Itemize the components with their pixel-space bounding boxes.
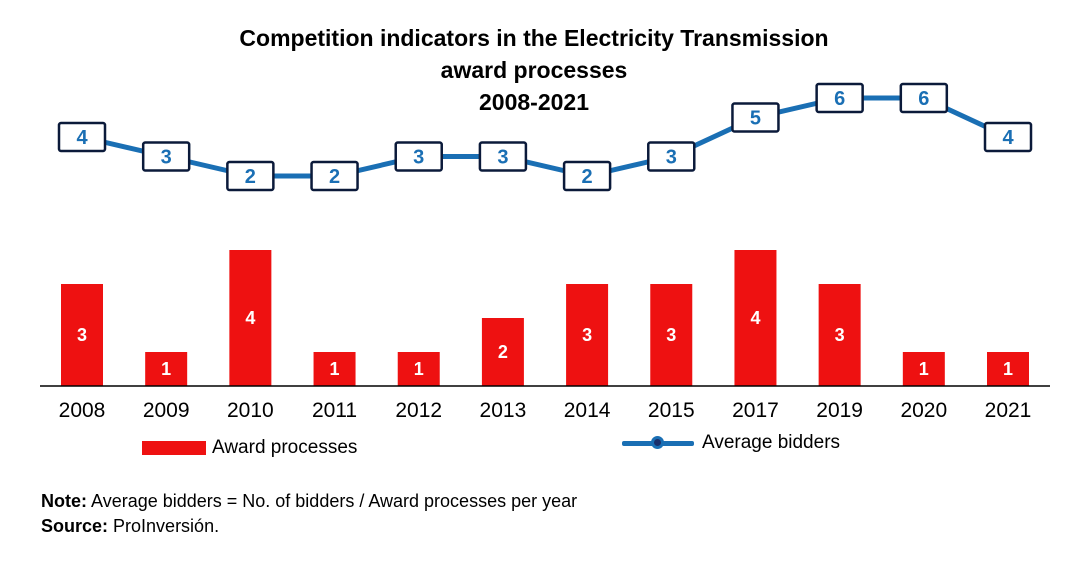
bar-2012 bbox=[397, 352, 440, 386]
bar-label-2014: 3 bbox=[582, 325, 592, 345]
note-text: Average bidders = No. of bidders / Award… bbox=[87, 491, 578, 511]
line-marker-2019 bbox=[815, 82, 864, 114]
x-tick-label-2010: 2010 bbox=[227, 399, 274, 422]
line-label-2014: 2 bbox=[582, 166, 593, 188]
line-marker-2014 bbox=[562, 160, 612, 192]
bar-label-2013: 2 bbox=[498, 342, 508, 362]
x-tick-label-2020: 2020 bbox=[900, 399, 947, 422]
bar-2020 bbox=[902, 352, 945, 386]
line-marker-2009 bbox=[141, 141, 191, 172]
bar-2014 bbox=[566, 284, 609, 386]
line-label-2019: 6 bbox=[834, 88, 845, 110]
average-bidders-line bbox=[81, 95, 1010, 179]
bar-2011 bbox=[313, 352, 356, 386]
line-label-2015: 3 bbox=[666, 147, 677, 169]
line-label-2010: 2 bbox=[245, 166, 256, 188]
x-tick-label-2009: 2009 bbox=[143, 399, 190, 422]
line-marker-2013 bbox=[478, 141, 528, 172]
line-marker-2011 bbox=[310, 160, 359, 192]
x-tick-label-2012: 2012 bbox=[395, 399, 442, 422]
bar-label-2021: 1 bbox=[1003, 359, 1013, 379]
line-label-2012: 3 bbox=[413, 147, 424, 169]
legend-bar-label: Award processes bbox=[212, 437, 358, 458]
x-tick-label-2013: 2013 bbox=[480, 399, 527, 422]
title-line-2: award processes bbox=[440, 57, 628, 83]
x-tick-label-2011: 2011 bbox=[312, 399, 357, 422]
x-tick-label-2021: 2021 bbox=[985, 399, 1032, 422]
bar-2021 bbox=[987, 352, 1029, 386]
bar-label-2008: 3 bbox=[77, 325, 87, 345]
x-tick-label-2019: 2019 bbox=[816, 399, 863, 422]
line-label-2017: 5 bbox=[750, 108, 761, 130]
bar-label-2019: 3 bbox=[835, 325, 845, 345]
bar-label-2012: 1 bbox=[414, 359, 424, 379]
legend-bar-swatch bbox=[142, 441, 206, 455]
bar-label-2015: 3 bbox=[666, 325, 676, 345]
x-tick-label-2015: 2015 bbox=[648, 399, 695, 422]
line-label-2009: 3 bbox=[161, 147, 172, 169]
bar-label-2020: 1 bbox=[919, 359, 929, 379]
legend-line-swatch bbox=[622, 436, 694, 450]
line-label-2021: 4 bbox=[1002, 127, 1014, 149]
legend-average-bidders: Average bidders bbox=[622, 432, 840, 454]
line-label-2020: 6 bbox=[918, 88, 929, 110]
line-label-2008: 4 bbox=[76, 127, 88, 149]
bar-label-2009: 1 bbox=[161, 359, 171, 379]
x-tick-label-2008: 2008 bbox=[59, 399, 106, 422]
source-label: Source: bbox=[41, 516, 109, 536]
line-label-2011: 2 bbox=[329, 166, 340, 188]
x-tick-label-2014: 2014 bbox=[564, 399, 611, 422]
line-marker-2010 bbox=[226, 160, 275, 192]
source-text: ProInversión. bbox=[108, 516, 220, 536]
note-line: Note: Average bidders = No. of bidders /… bbox=[41, 489, 577, 514]
notes: Note: Average bidders = No. of bidders /… bbox=[41, 489, 577, 539]
line-marker-2008 bbox=[57, 121, 107, 153]
bar-2010 bbox=[229, 250, 272, 386]
source-line: Source: ProInversión. bbox=[41, 514, 577, 539]
chart-title: Competition indicators in the Electricit… bbox=[0, 22, 1068, 118]
bar-2019 bbox=[818, 284, 861, 386]
bar-label-2017: 4 bbox=[750, 308, 760, 328]
bar-2015 bbox=[650, 284, 693, 386]
bar-2008 bbox=[61, 284, 103, 386]
line-marker-2015 bbox=[647, 141, 696, 172]
line-marker-2020 bbox=[899, 82, 949, 114]
bar-2013 bbox=[481, 318, 524, 386]
title-line-1: Competition indicators in the Electricit… bbox=[239, 25, 829, 51]
note-label: Note: bbox=[41, 491, 87, 511]
bar-label-2010: 4 bbox=[245, 308, 255, 328]
title-line-3: 2008-2021 bbox=[479, 89, 589, 115]
x-tick-label-2017: 2017 bbox=[732, 399, 779, 422]
legend-award-processes: Award processes bbox=[142, 437, 357, 459]
line-marker-2012 bbox=[394, 141, 443, 172]
bar-label-2011: 1 bbox=[330, 359, 340, 379]
bar-2009 bbox=[145, 352, 188, 386]
line-marker-2021 bbox=[983, 121, 1033, 153]
line-marker-2017 bbox=[731, 102, 780, 133]
bar-2017 bbox=[734, 250, 777, 386]
line-label-2013: 3 bbox=[497, 147, 508, 169]
combo-chart: 3 1 4 1 1 2 3 3 4 3 1 1 2008 2009 2010 2011 2012 2013 2014… bbox=[40, 82, 1050, 422]
legend-line-label: Average bidders bbox=[702, 432, 841, 453]
